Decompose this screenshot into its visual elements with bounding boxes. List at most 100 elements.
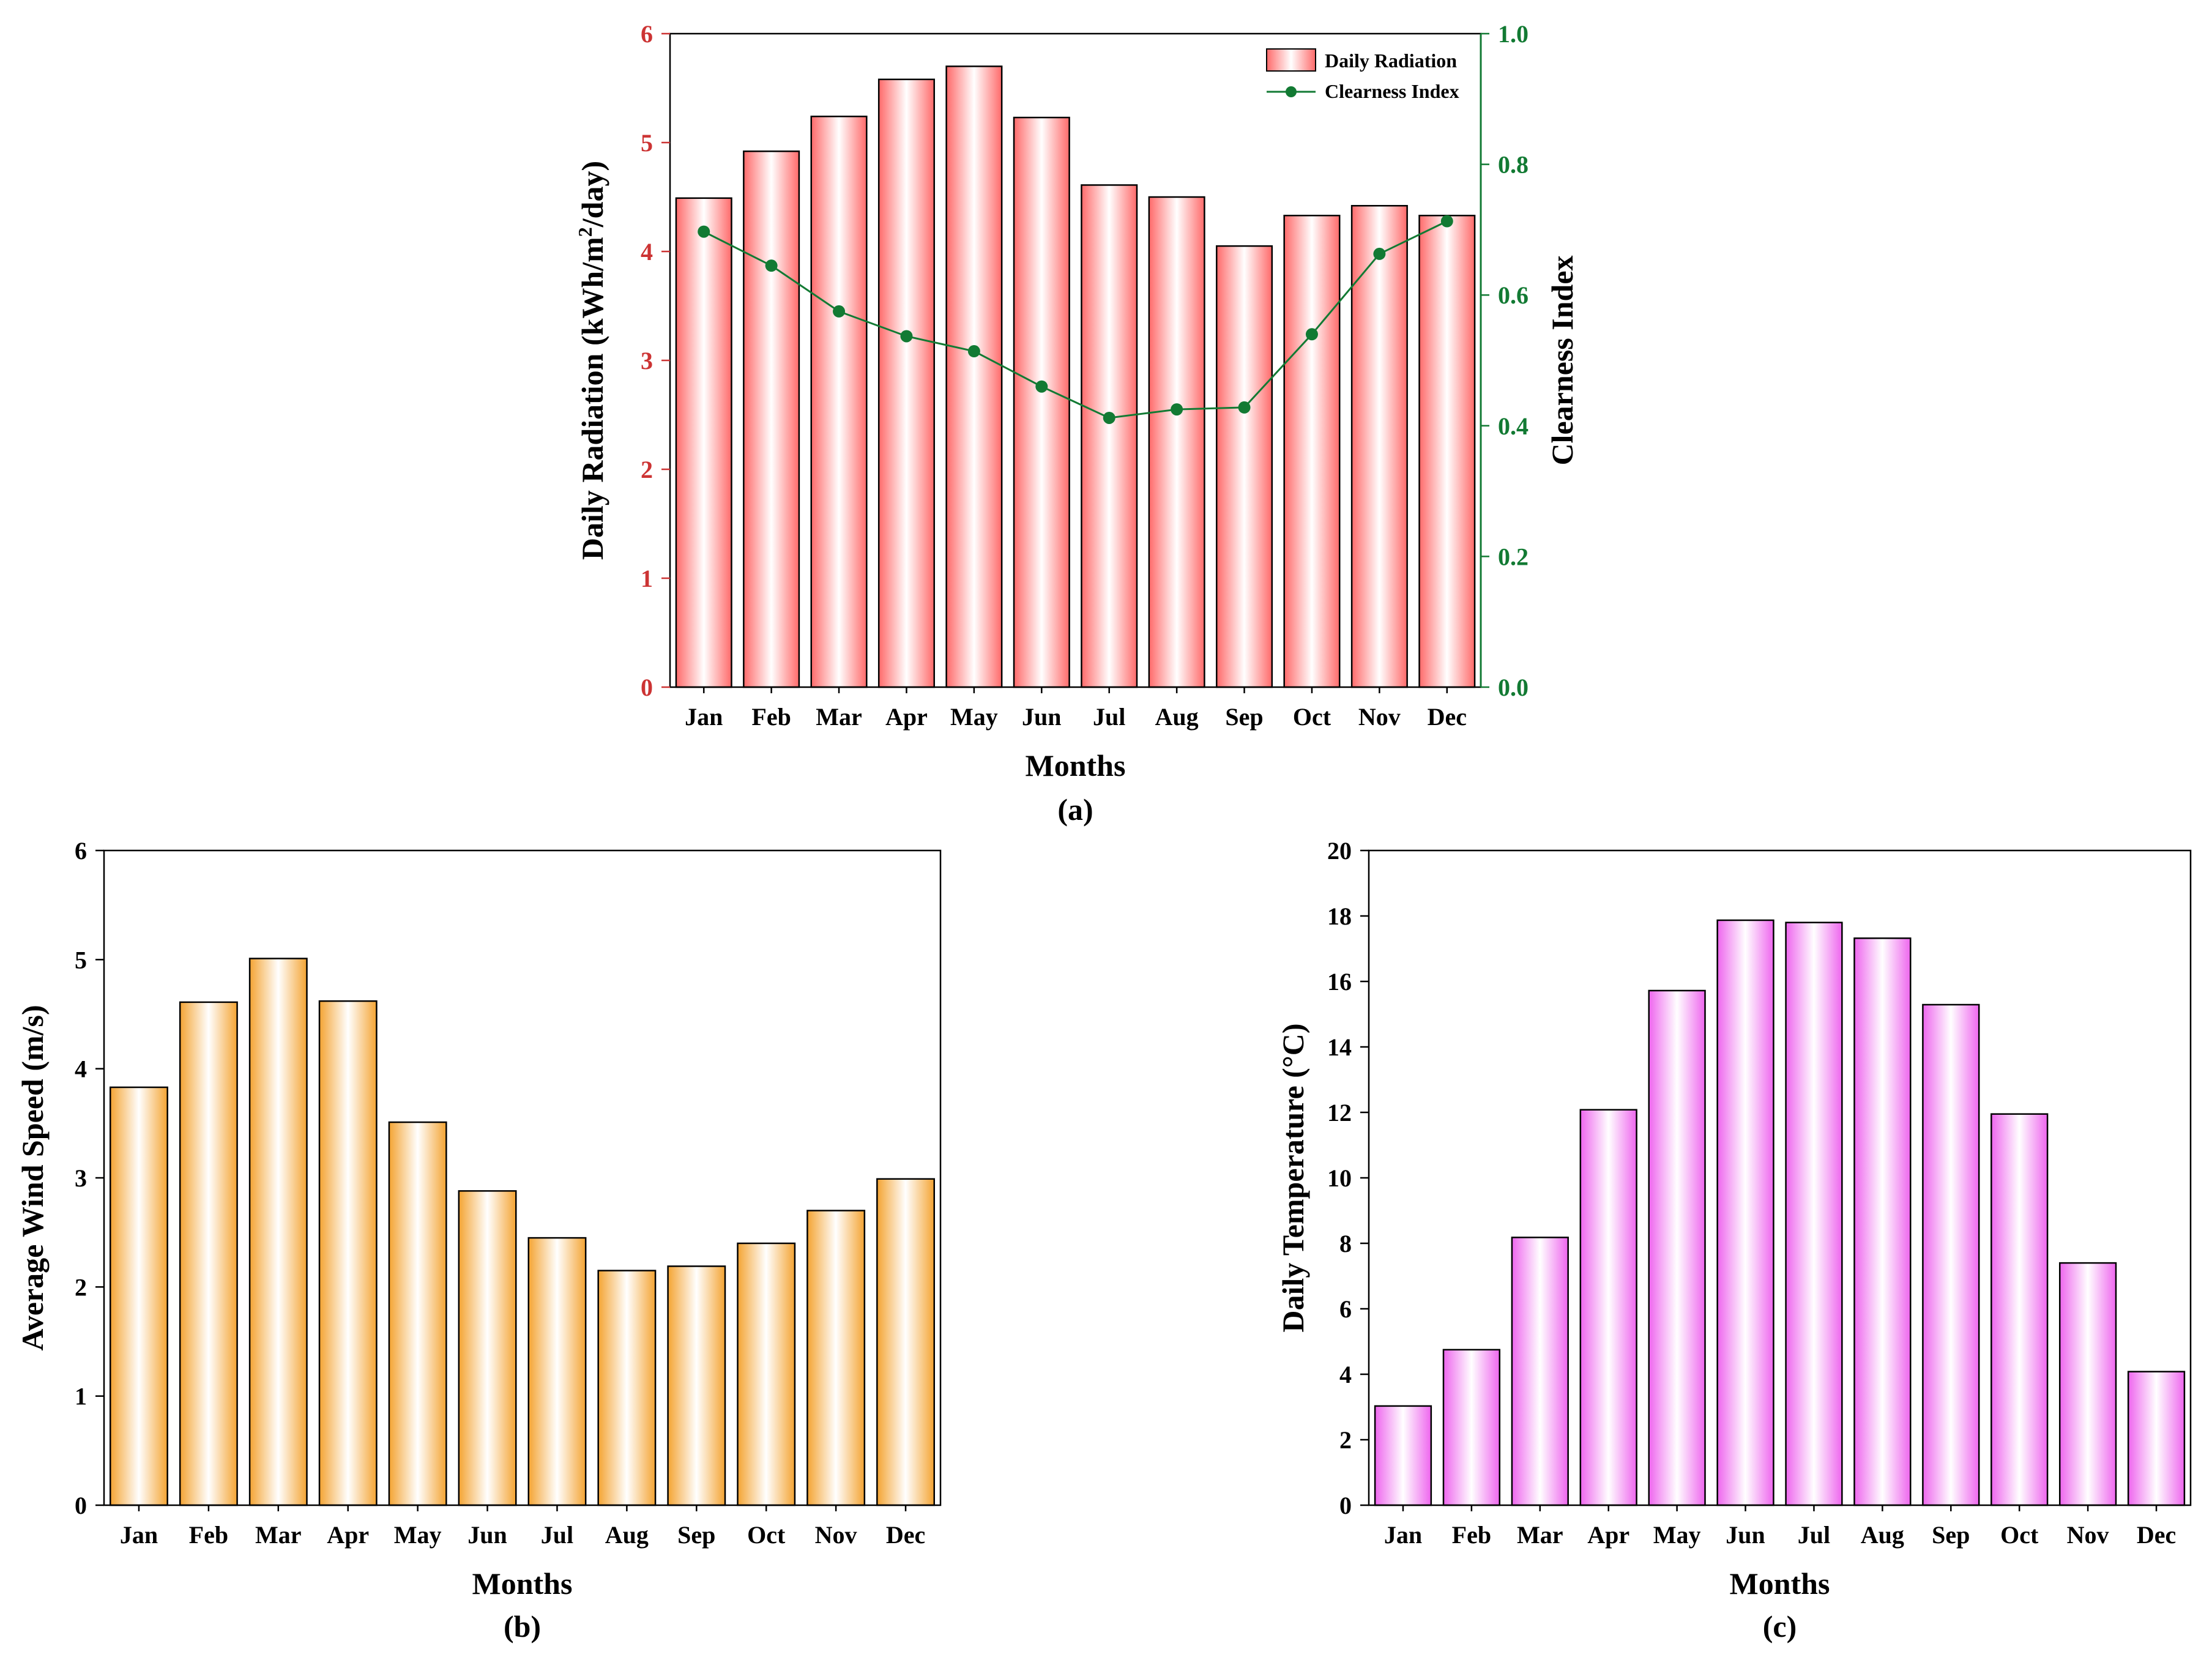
- x-tick-label: Jul: [1798, 1521, 1830, 1549]
- bar-mar: [1511, 1237, 1569, 1506]
- bar-aug: [1148, 196, 1205, 688]
- bar-jan: [110, 1086, 168, 1506]
- x-tick-label: Apr: [1587, 1521, 1629, 1549]
- x-tick-label: Dec: [1428, 703, 1467, 731]
- x-tick-label: Aug: [1861, 1521, 1904, 1549]
- y-tick-label: 0: [641, 674, 653, 701]
- bar-apr: [318, 1000, 378, 1506]
- legend-marker-clearness: [1286, 86, 1297, 97]
- y-axis-title: Daily Radiation (kWh/m2/day): [574, 161, 609, 560]
- x-tick-label: Jan: [120, 1521, 158, 1549]
- clearness-point-jun: [1035, 380, 1048, 393]
- temperature-chart: 0 2 4 6 8 10 12 14 16 18 20 Jan Feb Mar Apr May Jun Jul Au…: [1276, 837, 2192, 1643]
- y-axis-title: Average Wind Speed (m/s): [15, 1005, 50, 1350]
- bar-aug: [1853, 937, 1912, 1506]
- y-tick-label: 1: [641, 565, 653, 592]
- y-tick-label: 5: [641, 129, 653, 157]
- x-tick-label: Dec: [886, 1521, 925, 1549]
- x-tick-label: Sep: [1225, 703, 1263, 731]
- y-tick-label: 6: [1339, 1295, 1352, 1323]
- y-tick-label: 16: [1327, 968, 1352, 996]
- x-tick-label: Dec: [2137, 1521, 2176, 1549]
- clearness-point-feb: [765, 259, 778, 272]
- clearness-index-line: [703, 220, 1448, 419]
- y-tick-label: 18: [1327, 903, 1352, 930]
- bar-feb: [743, 150, 800, 688]
- bar-mar: [810, 116, 868, 688]
- y-tick-label: 4: [1339, 1361, 1352, 1388]
- clearness-point-sep: [1238, 401, 1251, 414]
- bar-jun: [1013, 116, 1070, 688]
- bar-jul: [1081, 184, 1138, 688]
- x-tick-label: Mar: [816, 703, 862, 731]
- panel-label: (a): [1057, 792, 1093, 827]
- y-tick-label: 3: [641, 347, 653, 374]
- y-tick-label: 0: [1339, 1492, 1352, 1519]
- bar-jun: [1716, 919, 1774, 1506]
- y-tick-label: 2: [75, 1273, 87, 1301]
- legend-label-radiation: Daily Radiation: [1325, 50, 1457, 72]
- x-tick-label: Oct: [2000, 1521, 2039, 1549]
- y2-axis-title: Clearness Index: [1545, 255, 1579, 465]
- radiation-clearness-chart: 0 1 2 3 4 5 6 Jan Feb Mar Apr May Jun Jul Aug Sep Oct Nov…: [574, 20, 1579, 827]
- x-tick-label: Sep: [677, 1521, 715, 1549]
- bar-feb: [1442, 1349, 1501, 1506]
- clearness-point-dec: [1440, 215, 1453, 228]
- x-tick-label: Feb: [751, 703, 791, 731]
- bar-dec: [1418, 215, 1476, 688]
- x-tick-label: Feb: [189, 1521, 228, 1549]
- x-tick-label: Oct: [1293, 703, 1331, 731]
- x-tick-label: May: [1653, 1521, 1701, 1549]
- clearness-point-may: [967, 345, 980, 358]
- wind-speed-chart: 0 1 2 3 4 5 6 Jan Feb Mar Apr May Jun Jul Aug Sep Oct Nov…: [15, 837, 942, 1643]
- bar-may: [1648, 989, 1706, 1506]
- y2-tick-label: 0.0: [1498, 674, 1529, 701]
- bar-apr: [877, 78, 935, 688]
- x-tick-label: Jun: [467, 1521, 507, 1549]
- x-tick-label: Nov: [1358, 703, 1401, 731]
- y-tick-label: 4: [641, 238, 653, 266]
- bar-sep: [667, 1265, 726, 1506]
- y-tick-label: 5: [75, 946, 87, 973]
- bar-nov: [2058, 1262, 2117, 1506]
- y-tick-label: 14: [1327, 1033, 1352, 1061]
- clearness-point-aug: [1171, 403, 1183, 416]
- x-axis-title: Months: [472, 1566, 573, 1601]
- x-tick-label: Mar: [255, 1521, 302, 1549]
- x-tick-label: Nov: [2067, 1521, 2109, 1549]
- y-tick-label: 2: [1339, 1426, 1352, 1454]
- panel-label: (b): [504, 1609, 541, 1643]
- bar-oct: [1990, 1113, 2049, 1506]
- legend: Daily Radiation Clearness Index: [1266, 48, 1459, 102]
- clearness-point-mar: [833, 305, 846, 318]
- bar-apr: [1579, 1109, 1637, 1506]
- y-tick-label: 6: [641, 20, 653, 48]
- bar-jan: [675, 197, 732, 688]
- bar-oct: [737, 1242, 796, 1506]
- bar-may: [945, 65, 1003, 688]
- x-tick-label: May: [394, 1521, 442, 1549]
- y-tick-label: 8: [1339, 1230, 1352, 1257]
- bar-nov: [1350, 204, 1408, 688]
- legend-swatch-radiation: [1266, 48, 1316, 72]
- y-tick-label: 4: [75, 1055, 87, 1083]
- y-tick-label: 12: [1327, 1099, 1352, 1126]
- y2-tick-label: 1.0: [1498, 20, 1529, 48]
- bar-feb: [179, 1001, 238, 1506]
- bar-aug: [597, 1270, 657, 1506]
- x-tick-label: Sep: [1932, 1521, 1970, 1549]
- clearness-point-apr: [900, 330, 913, 343]
- x-tick-label: Jun: [1022, 703, 1062, 731]
- clearness-point-oct: [1305, 328, 1318, 341]
- y-tick-label: 2: [641, 456, 653, 483]
- x-tick-label: Jul: [1093, 703, 1125, 731]
- y-tick-label: 6: [75, 837, 87, 865]
- x-tick-label: Oct: [747, 1521, 786, 1549]
- clearness-point-jul: [1103, 411, 1115, 424]
- x-tick-label: Aug: [1155, 703, 1199, 731]
- bar-dec: [876, 1178, 935, 1506]
- legend-label-clearness: Clearness Index: [1325, 80, 1459, 102]
- y2-tick-label: 0.8: [1498, 151, 1529, 179]
- bar-dec: [2127, 1371, 2186, 1506]
- y-tick-label: 1: [75, 1383, 87, 1410]
